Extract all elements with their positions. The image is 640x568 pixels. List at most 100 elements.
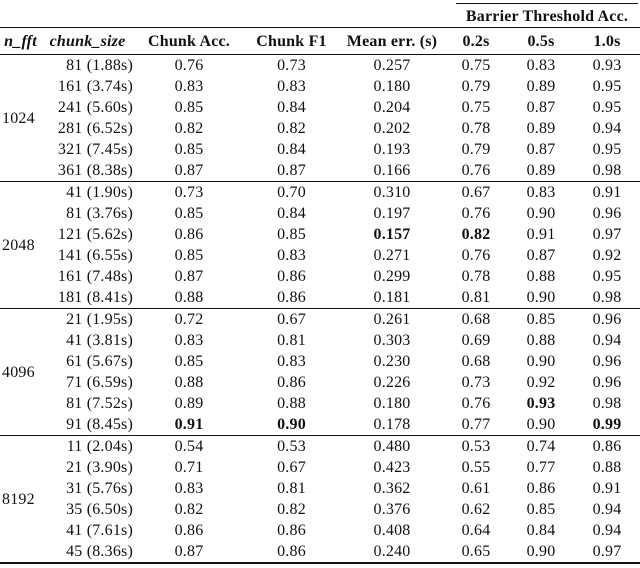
value-cell: 0.87 xyxy=(174,268,204,285)
table-row: 41 (3.81s) 0.83 0.81 0.303 0.69 0.88 0.94 xyxy=(0,330,640,351)
chunk-size-cell: 41 (7.61s) xyxy=(66,522,133,539)
value-cell: 0.53 xyxy=(243,435,340,457)
table-row: 321 (7.45s) 0.85 0.84 0.193 0.79 0.87 0.95 xyxy=(0,139,640,160)
value-cell: 0.73 xyxy=(135,181,243,203)
value-cell: 0.85 xyxy=(174,353,204,370)
value-cell: 0.76 xyxy=(461,162,491,179)
value-cell: 0.81 xyxy=(277,480,306,497)
value-cell: 0.81 xyxy=(277,332,306,349)
value-cell: 0.97 xyxy=(592,226,622,243)
table-body: 1024 81 (1.88s) 0.76 0.73 0.257 0.75 0.83 0.93 1… xyxy=(0,55,640,562)
value-cell: 0.91 xyxy=(592,480,622,497)
value-cell: 0.95 xyxy=(592,78,622,95)
chunk-size-cell: 361 (8.38s) xyxy=(57,162,133,179)
value-cell: 0.166 xyxy=(373,162,411,179)
column-header-thresh-05s: 0.5s xyxy=(508,28,574,55)
value-cell: 0.76 xyxy=(461,247,491,264)
value-cell: 0.178 xyxy=(373,416,411,433)
table-header: Barrier Threshold Acc. n_fft chunk_size … xyxy=(0,0,640,55)
table-row: 21 (3.90s) 0.71 0.67 0.423 0.55 0.77 0.88 xyxy=(0,457,640,478)
value-cell: 0.96 xyxy=(592,205,622,222)
value-cell: 0.67 xyxy=(444,181,508,203)
value-cell: 0.423 xyxy=(373,459,411,476)
nfft-group-label: 2048 xyxy=(0,181,40,308)
table-row: 281 (6.52s) 0.82 0.82 0.202 0.78 0.89 0.94 xyxy=(0,118,640,139)
value-cell: 0.76 xyxy=(461,395,491,412)
value-cell: 0.78 xyxy=(461,120,491,137)
table-row: 81 (7.52s) 0.89 0.88 0.180 0.76 0.93 0.98 xyxy=(0,393,640,414)
chunk-size-cell: 35 (6.50s) xyxy=(66,501,133,518)
table-row: 61 (5.67s) 0.85 0.83 0.230 0.68 0.90 0.96 xyxy=(0,351,640,372)
value-cell: 0.84 xyxy=(277,205,306,222)
value-cell: 0.362 xyxy=(373,480,411,497)
value-cell: 0.79 xyxy=(461,141,491,158)
value-cell: 0.85 xyxy=(277,226,306,243)
value-cell: 0.230 xyxy=(373,353,411,370)
chunk-size-cell: 21 (1.95s) xyxy=(40,308,135,330)
value-cell: 0.98 xyxy=(592,162,622,179)
value-cell: 0.180 xyxy=(373,78,411,95)
value-cell: 0.95 xyxy=(592,268,622,285)
value-cell: 0.376 xyxy=(373,501,411,518)
value-cell: 0.75 xyxy=(461,99,491,116)
table-row: 41 (7.61s) 0.86 0.86 0.408 0.64 0.84 0.94 xyxy=(0,520,640,541)
value-cell: 0.86 xyxy=(174,226,204,243)
value-cell: 0.61 xyxy=(461,480,491,497)
column-header-nfft: n_fft xyxy=(0,28,40,55)
value-cell: 0.54 xyxy=(135,435,243,457)
value-cell: 0.90 xyxy=(526,205,556,222)
value-cell: 0.98 xyxy=(592,289,622,306)
value-cell: 0.90 xyxy=(526,543,556,560)
value-cell: 0.81 xyxy=(461,289,491,306)
value-cell: 0.89 xyxy=(526,120,556,137)
chunk-size-cell: 71 (6.59s) xyxy=(66,374,133,391)
value-cell: 0.73 xyxy=(277,57,306,74)
value-cell: 0.73 xyxy=(461,374,491,391)
value-cell: 0.85 xyxy=(174,247,204,264)
value-cell: 0.83 xyxy=(174,480,204,497)
value-cell: 0.83 xyxy=(174,332,204,349)
column-header-chunk-f1: Chunk F1 xyxy=(243,28,340,55)
value-cell: 0.68 xyxy=(444,308,508,330)
table-row: 8192 11 (2.04s) 0.54 0.53 0.480 0.53 0.74 0.86 xyxy=(0,435,640,508)
value-cell: 0.86 xyxy=(174,522,204,539)
value-cell: 0.85 xyxy=(174,141,204,158)
value-cell: 0.91 xyxy=(574,181,640,203)
value-cell: 0.90 xyxy=(526,416,556,433)
value-cell: 0.94 xyxy=(592,501,622,518)
chunk-size-cell: 161 (7.48s) xyxy=(57,268,133,285)
column-header-row: n_fft chunk_size Chunk Acc. Chunk F1 Mea… xyxy=(0,28,640,55)
value-cell: 0.69 xyxy=(461,332,491,349)
value-cell: 0.83 xyxy=(508,181,574,203)
value-cell: 0.87 xyxy=(174,162,204,179)
value-cell: 0.226 xyxy=(373,374,411,391)
chunk-size-cell: 41 (1.90s) xyxy=(40,181,135,203)
table-row: 31 (5.76s) 0.83 0.81 0.362 0.61 0.86 0.91 xyxy=(0,478,640,499)
value-cell: 0.87 xyxy=(526,99,556,116)
value-cell: 0.480 xyxy=(340,435,444,457)
value-cell: 0.67 xyxy=(243,308,340,330)
value-cell: 0.95 xyxy=(592,99,622,116)
value-cell: 0.257 xyxy=(373,57,411,74)
value-cell: 0.88 xyxy=(174,374,204,391)
chunk-size-cell: 81 (1.88s) xyxy=(66,57,133,74)
spanner-spacer xyxy=(0,0,444,28)
value-cell: 0.96 xyxy=(574,308,640,330)
value-cell: 0.64 xyxy=(461,522,491,539)
table-row: 161 (7.48s) 0.87 0.86 0.299 0.78 0.88 0.95 xyxy=(0,266,640,287)
table-row: 181 (8.41s) 0.88 0.86 0.181 0.81 0.90 0.98 xyxy=(0,287,640,308)
table-row: 91 (8.45s) 0.91 0.90 0.178 0.77 0.90 0.99 xyxy=(0,414,640,435)
value-cell: 0.87 xyxy=(526,141,556,158)
value-cell: 0.85 xyxy=(508,308,574,330)
value-cell: 0.86 xyxy=(277,522,306,539)
value-cell: 0.99 xyxy=(592,416,622,433)
chunk-size-cell: 161 (3.74s) xyxy=(57,78,133,95)
chunk-size-cell: 281 (6.52s) xyxy=(57,120,133,137)
value-cell: 0.84 xyxy=(526,522,556,539)
value-cell: 0.90 xyxy=(277,416,306,433)
chunk-size-cell: 31 (5.76s) xyxy=(66,480,133,497)
barrier-spanner-label: Barrier Threshold Acc. xyxy=(456,3,639,27)
chunk-size-cell: 41 (3.81s) xyxy=(66,332,133,349)
table-row: 35 (6.50s) 0.82 0.82 0.376 0.62 0.85 0.94 xyxy=(0,499,640,520)
